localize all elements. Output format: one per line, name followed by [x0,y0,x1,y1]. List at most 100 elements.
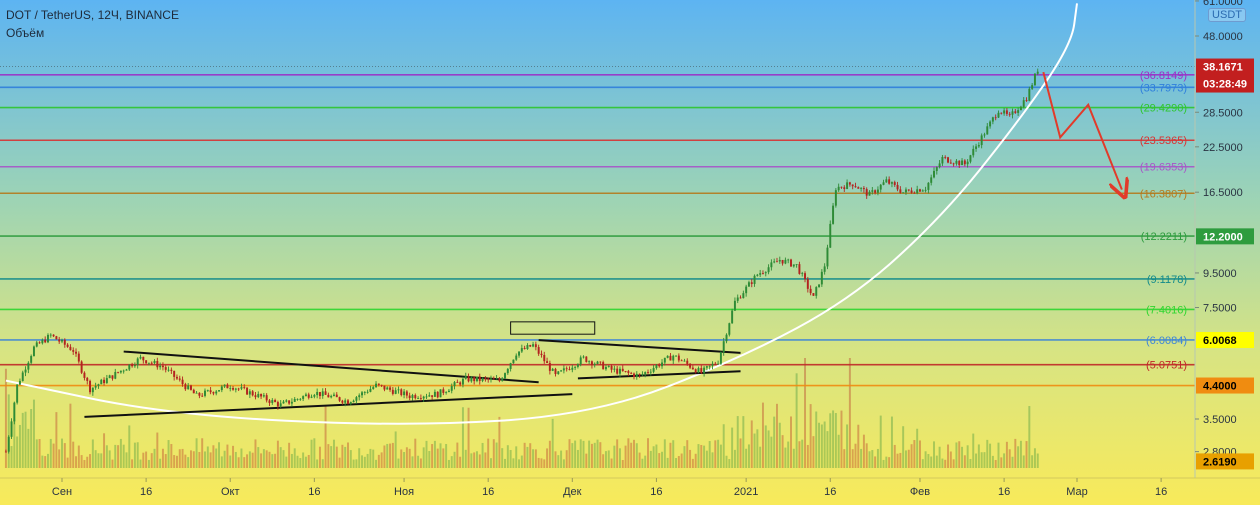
volume-bar [313,438,316,468]
volume-bar [330,446,333,468]
volume-bar [913,440,916,468]
volume-bar [647,438,649,468]
candle-body [747,282,750,287]
candle-body [1017,110,1020,113]
candle-body [1005,110,1008,114]
candle-body [579,357,582,365]
candle-body [916,189,919,194]
volume-bar [290,453,293,468]
volume-bar [994,459,997,468]
candle-body [568,369,571,370]
candle-body [764,272,767,274]
price-badges: 12.2000 6.0068 4.4000 2.6190 38.1671 03:28:49 [1196,58,1254,470]
candle-body [703,367,706,373]
candle-body [16,384,19,403]
candle-body [94,385,97,388]
x-tick-label-13: 16 [1155,486,1167,498]
candle-body [394,390,397,394]
candle-body [515,355,518,360]
candle-body [596,361,599,364]
candle-body [226,384,229,389]
candle-body [728,323,731,335]
volume-bar [77,445,80,468]
candle-body [327,394,330,398]
volume-bar [254,439,257,468]
volume-bar [809,404,812,468]
volume-bar [161,448,164,468]
candle-body [265,395,268,401]
volume-bar [705,450,708,468]
volume-bar [122,444,125,468]
candle-body [380,384,383,386]
volume-bar [504,458,506,468]
volume-bar [753,433,756,468]
x-tick-label-3: 16 [308,486,320,498]
candle-body [204,390,206,396]
candle-body [324,391,327,395]
candle-body [767,267,770,273]
candle-body [714,363,717,365]
candle-body [229,388,232,389]
currency-badge[interactable]: USDT [1208,8,1246,22]
candle-body [848,182,851,185]
candle-body [823,266,826,272]
candle-body [526,345,529,349]
volume-bar [551,418,554,468]
candle-body [338,397,341,401]
volume-bar [1019,440,1022,468]
candle-body [114,371,117,379]
price-axis[interactable]: 61.0000 48.0000 28.5000 22.5000 16.5000 9.500… [1195,0,1243,459]
volume-bar [240,448,243,468]
candle-body [576,364,579,367]
volume-bar [997,442,1000,468]
volume-bar [383,445,386,468]
volume-bar [879,415,882,468]
candle-body [627,371,630,373]
fib-label-9: (6.0084) [1146,335,1187,347]
candle-body [41,339,44,344]
volume-bar [212,445,215,468]
candle-body [893,182,896,185]
volume-bar [666,457,669,468]
volume-bar [747,444,750,468]
y-tick-label-1: 48.0000 [1203,31,1243,43]
volume-bar [916,428,919,468]
volume-bar [896,453,899,468]
volume-bar [487,438,490,468]
candle-body [616,368,619,374]
candle-body [1033,73,1036,86]
volume-bar [890,416,893,468]
volume-bar [655,444,658,468]
candle-body [806,279,809,289]
volume-bar [865,443,868,468]
candle-body [212,392,215,394]
candle-body [293,399,296,402]
volume-bar [456,442,459,468]
volume-bar [103,433,106,468]
volume-bar [475,451,478,468]
candle-body [666,355,669,358]
candle-body [439,389,442,398]
volume-bar [579,439,582,468]
volume-bar [237,457,240,468]
candle-body [661,362,664,367]
candle-body [215,391,218,394]
forecast-path [1042,71,1122,189]
candle-body [1000,112,1003,114]
volume-bar [840,410,843,468]
price-badge-label-0: 12.2000 [1203,231,1243,243]
volume-bar [35,439,38,468]
x-tick-label-0: Сен [52,486,72,498]
volume-bar [282,450,285,468]
volume-bar [285,456,288,468]
volume-bar [417,455,420,468]
volume-bar [989,443,992,468]
time-axis[interactable]: Сен 16 Окт 16 Ноя 16 Дек 16 2021 16 Фев 16 Мар 16 [52,478,1167,498]
candle-body [924,189,927,191]
volume-bar [136,442,139,468]
volume-bar [170,444,173,468]
volume-bar [546,448,549,468]
